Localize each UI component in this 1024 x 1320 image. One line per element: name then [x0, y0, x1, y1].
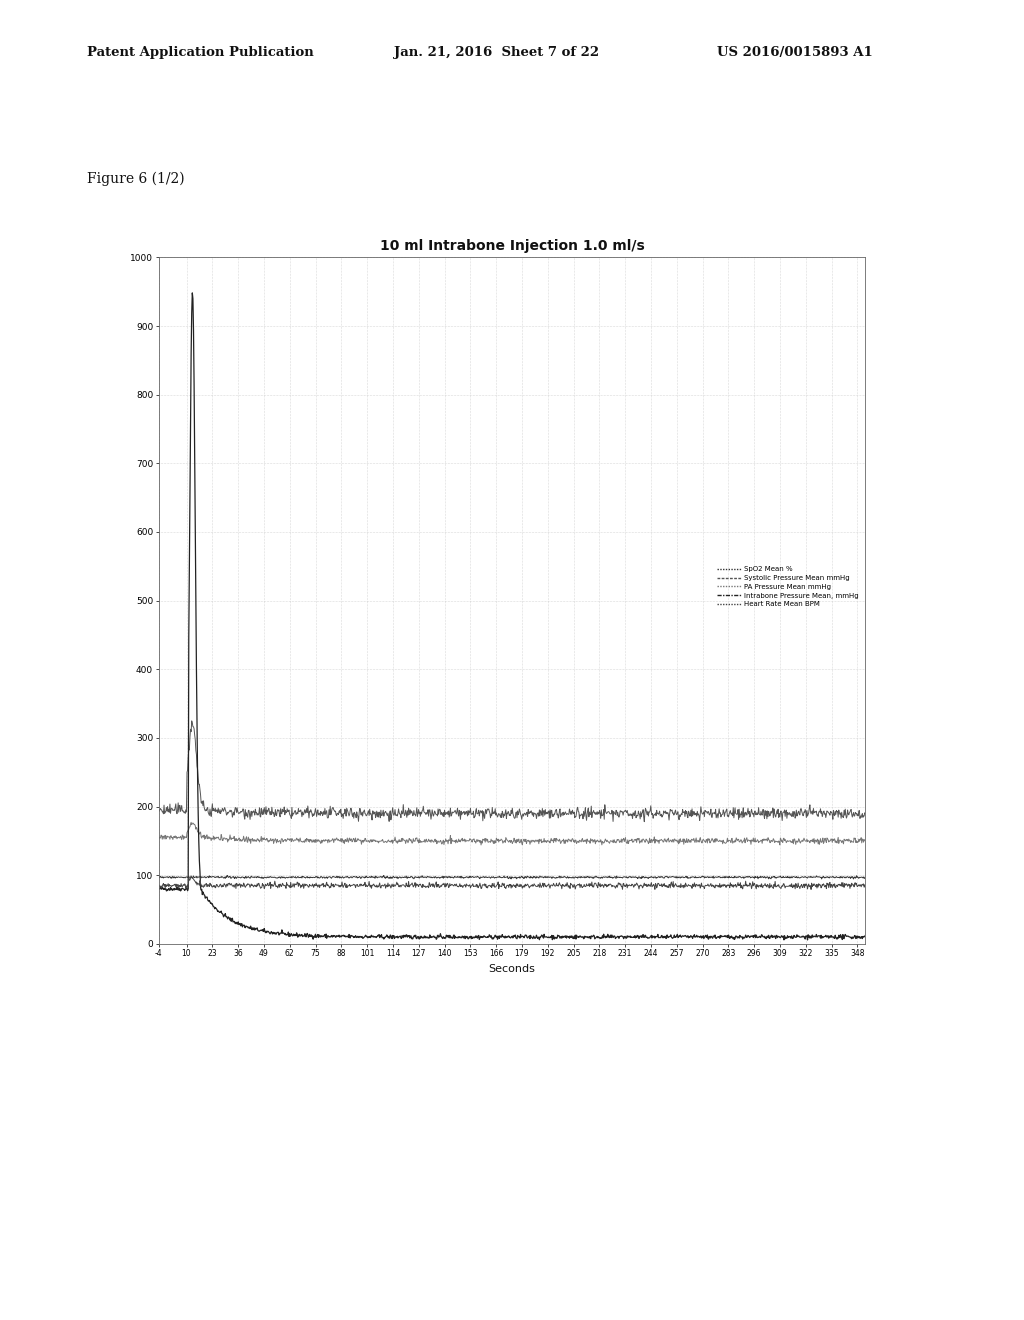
- Text: Jan. 21, 2016  Sheet 7 of 22: Jan. 21, 2016 Sheet 7 of 22: [394, 46, 599, 59]
- X-axis label: Seconds: Seconds: [488, 964, 536, 974]
- Text: US 2016/0015893 A1: US 2016/0015893 A1: [717, 46, 872, 59]
- Title: 10 ml Intrabone Injection 1.0 ml/s: 10 ml Intrabone Injection 1.0 ml/s: [380, 239, 644, 253]
- Legend: SpO2 Mean %, Systolic Pressure Mean mmHg, PA Pressure Mean mmHg, Intrabone Press: SpO2 Mean %, Systolic Pressure Mean mmHg…: [714, 564, 862, 610]
- Text: Figure 6 (1/2): Figure 6 (1/2): [87, 172, 184, 186]
- Text: Patent Application Publication: Patent Application Publication: [87, 46, 313, 59]
